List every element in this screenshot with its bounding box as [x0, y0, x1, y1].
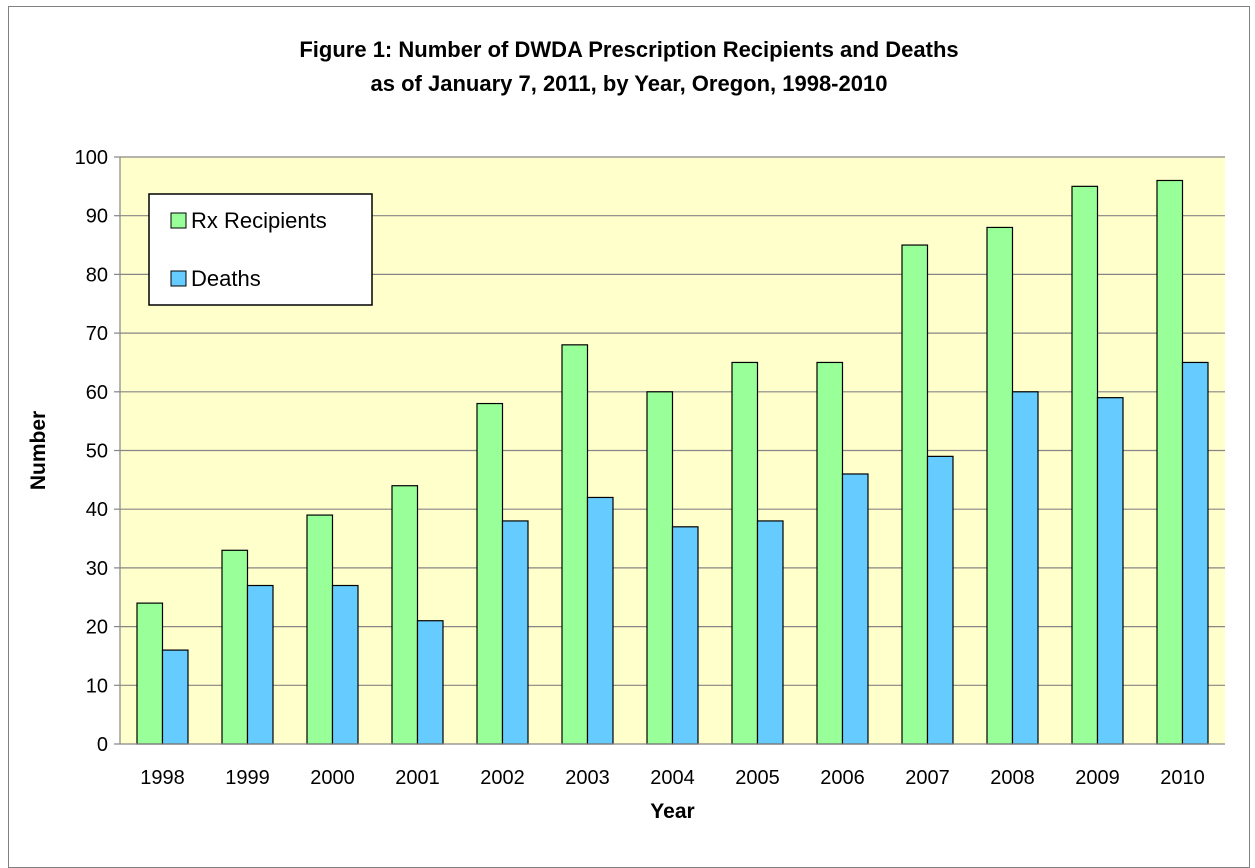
- x-tick-label: 2006: [820, 767, 865, 789]
- legend-swatch-deaths: [170, 270, 187, 287]
- bar-deaths-2006: [841, 473, 869, 745]
- x-tick-label: 1999: [225, 767, 270, 789]
- x-axis-ticks: 1998 1999 2000 2001 2002 2003 2004 2005 2006 2007…: [140, 767, 1205, 789]
- bar-deaths-2003: [586, 496, 614, 745]
- x-tick-label: 1998: [140, 767, 185, 789]
- bar-deaths-2007: [926, 455, 954, 745]
- y-tick-label: 60: [86, 382, 108, 404]
- y-axis-ticks: 0 10 20 30 40 50 60 70 80 90 100: [75, 147, 121, 756]
- x-tick-label: 2000: [310, 767, 355, 789]
- y-tick-label: 80: [86, 264, 108, 286]
- x-tick-label: 2005: [735, 767, 780, 789]
- bar-deaths-2002: [501, 520, 529, 745]
- bar-rx-recipients-2001: [391, 485, 419, 745]
- bar-rx-recipients-2004: [646, 391, 674, 745]
- bar-chart: Figure 1: Number of DWDA Prescription Re…: [27, 37, 1225, 823]
- bar-deaths-1998: [161, 649, 189, 745]
- bar-rx-recipients-1998: [136, 602, 164, 745]
- y-tick-label: 10: [86, 675, 108, 697]
- y-axis-title: Number: [27, 411, 50, 490]
- y-tick-label: 30: [86, 558, 108, 580]
- bar-deaths-1999: [246, 584, 274, 745]
- chart-title: Figure 1: Number of DWDA Prescription Re…: [299, 37, 958, 62]
- x-tick-label: 2008: [990, 767, 1035, 789]
- x-tick-label: 2004: [650, 767, 695, 789]
- x-tick-label: 2003: [565, 767, 610, 789]
- bar-deaths-2004: [671, 526, 699, 745]
- bar-rx-recipients-2010: [1156, 179, 1184, 745]
- bar-rx-recipients-2009: [1071, 185, 1099, 745]
- x-tick-label: 2001: [395, 767, 440, 789]
- x-tick-label: 2009: [1075, 767, 1120, 789]
- legend: Rx Recipients Deaths: [148, 193, 373, 306]
- bar-rx-recipients-2000: [306, 514, 334, 745]
- bar-deaths-2010: [1181, 361, 1209, 745]
- x-tick-label: 2002: [480, 767, 525, 789]
- chart-frame: Figure 1: Number of DWDA Prescription Re…: [8, 6, 1250, 868]
- bar-rx-recipients-2007: [901, 244, 929, 745]
- bar-rx-recipients-2006: [816, 361, 844, 745]
- x-tick-label: 2007: [905, 767, 950, 789]
- y-tick-label: 50: [86, 441, 108, 463]
- bar-rx-recipients-2005: [731, 361, 759, 745]
- y-tick-label: 40: [86, 499, 108, 521]
- y-tick-label: 100: [75, 147, 108, 169]
- y-tick-label: 0: [97, 734, 108, 756]
- legend-label-rx-recipients: Rx Recipients: [191, 208, 327, 233]
- bar-deaths-2001: [416, 620, 444, 745]
- chart-subtitle: as of January 7, 2011, by Year, Oregon, …: [371, 71, 888, 96]
- x-axis-title: Year: [650, 800, 694, 823]
- y-tick-label: 90: [86, 206, 108, 228]
- bar-rx-recipients-2002: [476, 402, 504, 745]
- bar-deaths-2009: [1096, 397, 1124, 745]
- y-tick-label: 20: [86, 617, 108, 639]
- bar-rx-recipients-2003: [561, 344, 589, 745]
- bars: [136, 179, 1209, 745]
- bar-rx-recipients-2008: [986, 226, 1014, 745]
- legend-swatch-rx-recipients: [170, 212, 187, 229]
- legend-label-deaths: Deaths: [191, 266, 261, 291]
- bar-rx-recipients-1999: [221, 549, 249, 745]
- bar-deaths-2008: [1011, 391, 1039, 745]
- x-tick-label: 2010: [1160, 767, 1205, 789]
- bar-deaths-2000: [331, 584, 359, 745]
- y-tick-label: 70: [86, 323, 108, 345]
- bar-deaths-2005: [756, 520, 784, 745]
